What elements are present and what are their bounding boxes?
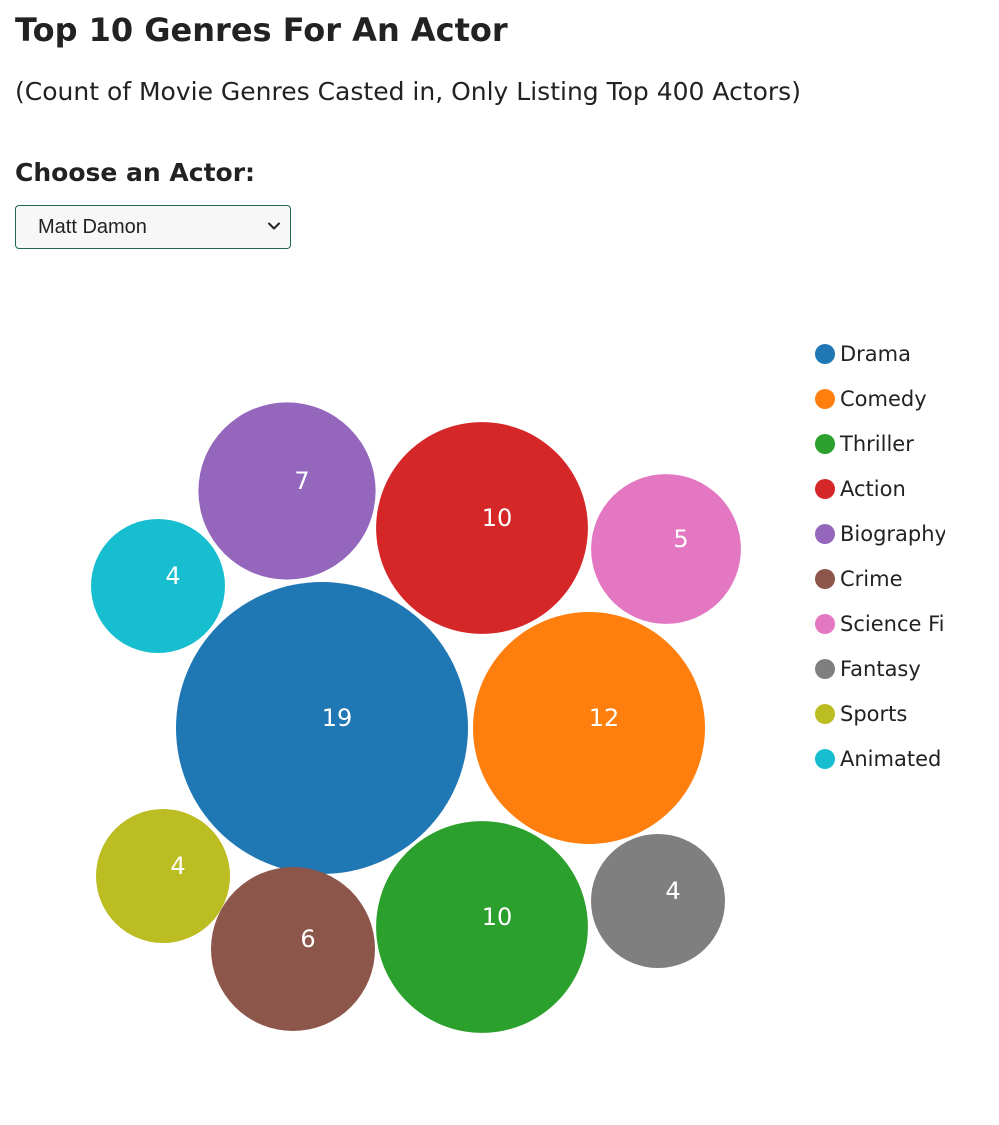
bubbles-group: 19 12 10 10 7 6 5 4 4 4 (91, 402, 741, 1033)
legend-label-sports: Sports (840, 702, 907, 726)
legend-swatch-biography (815, 524, 835, 544)
actor-select[interactable]: Matt Damon (15, 205, 291, 249)
legend-label-thriller: Thriller (839, 432, 914, 456)
legend-swatch-fantasy (815, 659, 835, 679)
bubble-crime[interactable] (211, 867, 375, 1031)
bubble-action[interactable] (376, 422, 588, 634)
legend-item-science-fiction: Science Fiction (815, 612, 996, 636)
bubble-value-sports: 4 (170, 852, 185, 880)
legend-label-animated: Animated (840, 747, 941, 771)
bubble-value-science-fiction: 5 (673, 525, 688, 553)
legend-label-drama: Drama (840, 342, 911, 366)
bubble-value-fantasy: 4 (665, 877, 680, 905)
legend-swatch-comedy (815, 389, 835, 409)
legend-label-science-fiction: Science Fiction (840, 612, 996, 636)
legend-swatch-sports (815, 704, 835, 724)
legend-item-thriller: Thriller (815, 432, 914, 456)
legend-swatch-crime (815, 569, 835, 589)
legend-item-crime: Crime (815, 567, 903, 591)
page-subtitle: (Count of Movie Genres Casted in, Only L… (15, 77, 801, 106)
legend-label-crime: Crime (840, 567, 903, 591)
bubble-fantasy[interactable] (591, 834, 725, 968)
legend-label-comedy: Comedy (840, 387, 927, 411)
bubble-value-crime: 6 (300, 925, 315, 953)
bubble-chart: 19 12 10 10 7 6 5 4 4 4 Drama Comedy Thriller Action… (91, 342, 996, 1033)
actor-select-value: Matt Damon (38, 216, 147, 238)
legend-item-action: Action (815, 477, 906, 501)
bubble-thriller[interactable] (376, 821, 588, 1033)
bubble-value-comedy: 12 (589, 704, 620, 732)
legend-label-fantasy: Fantasy (840, 657, 921, 681)
bubble-biography[interactable] (198, 402, 376, 580)
actor-select-label: Choose an Actor: (15, 158, 256, 187)
bubble-value-drama: 19 (322, 704, 353, 732)
legend-label-action: Action (840, 477, 906, 501)
legend-swatch-science-fiction (815, 614, 835, 634)
bubble-science-fiction[interactable] (591, 474, 741, 624)
legend-swatch-action (815, 479, 835, 499)
legend-item-animated: Animated (815, 747, 941, 771)
bubble-sports[interactable] (96, 809, 230, 943)
page-title: Top 10 Genres For An Actor (15, 11, 508, 49)
legend-item-biography: Biography (815, 522, 947, 546)
legend-item-drama: Drama (815, 342, 911, 366)
bubble-value-action: 10 (482, 504, 513, 532)
bubble-animated[interactable] (91, 519, 225, 653)
bubble-value-animated: 4 (165, 562, 180, 590)
legend-item-comedy: Comedy (815, 387, 927, 411)
legend-swatch-drama (815, 344, 835, 364)
bubble-comedy[interactable] (473, 612, 705, 844)
legend-item-fantasy: Fantasy (815, 657, 921, 681)
bubble-drama[interactable] (176, 582, 468, 874)
legend-label-biography: Biography (840, 522, 947, 546)
legend-swatch-animated (815, 749, 835, 769)
legend-item-sports: Sports (815, 702, 907, 726)
legend-swatch-thriller (815, 434, 835, 454)
chevron-down-icon (268, 222, 280, 230)
legend: Drama Comedy Thriller Action Biography Crime S… (815, 342, 996, 771)
bubble-value-biography: 7 (294, 467, 309, 495)
bubble-value-thriller: 10 (482, 903, 513, 931)
